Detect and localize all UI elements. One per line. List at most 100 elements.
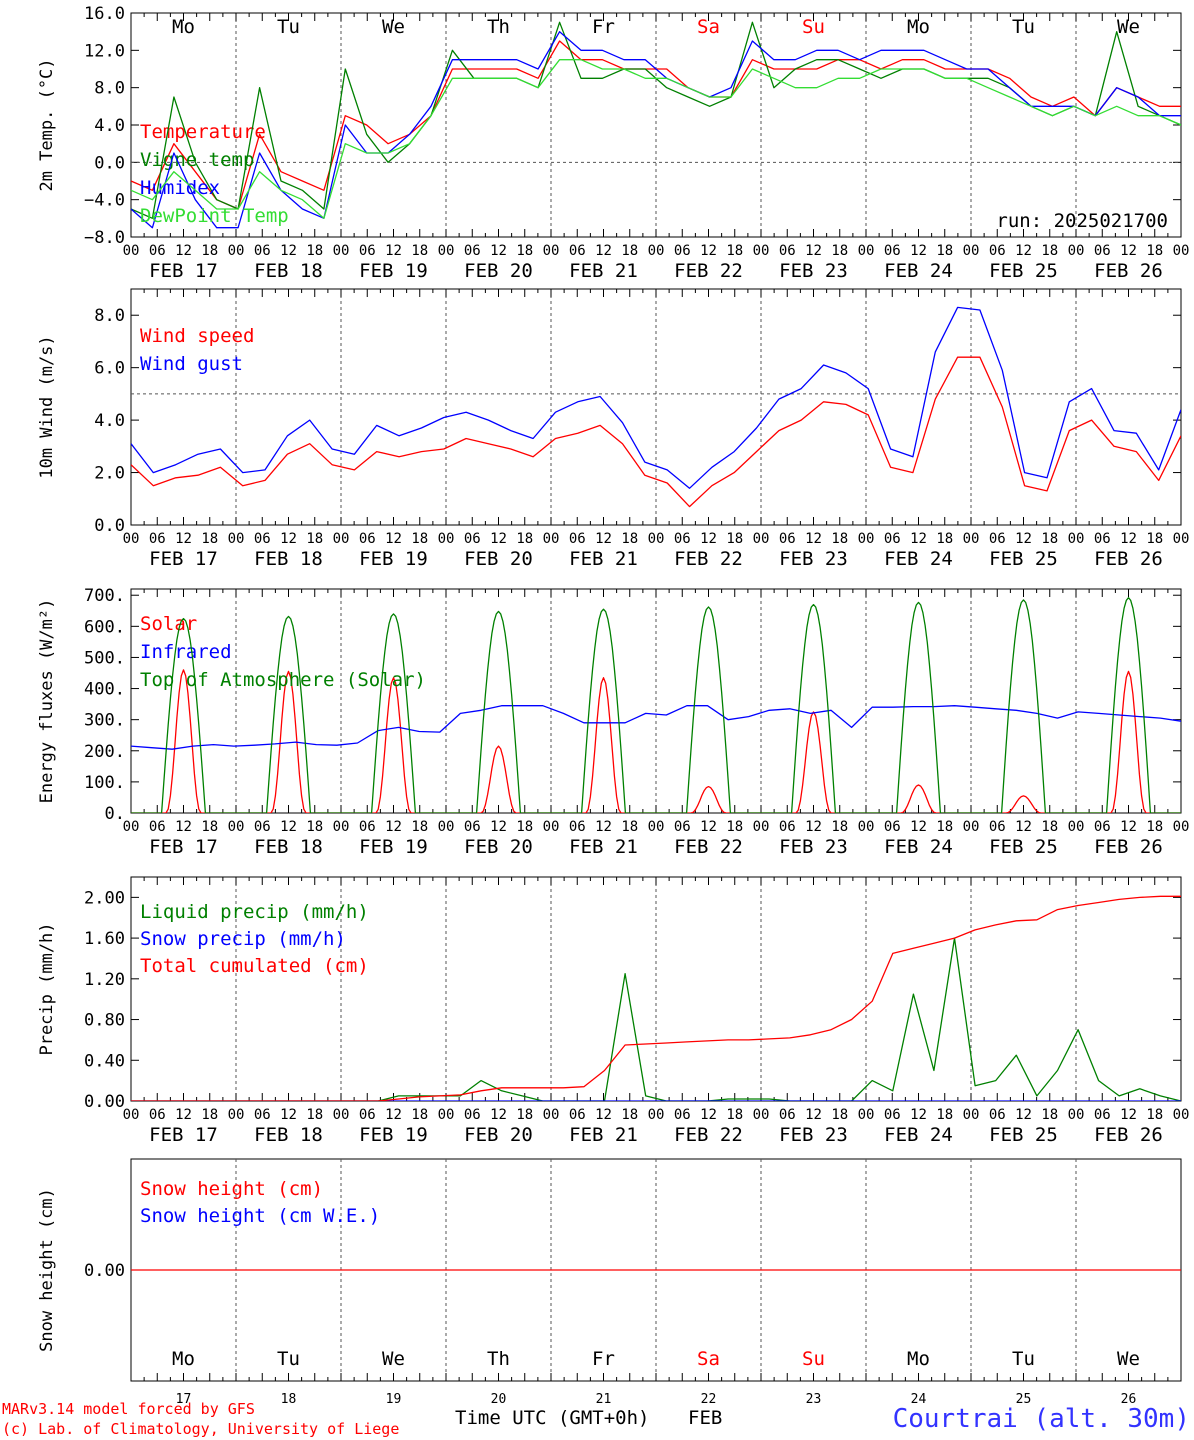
hour-tick-label: 06 (674, 243, 691, 259)
hour-tick-label: 00 (228, 531, 245, 547)
hour-tick-label: 18 (726, 819, 743, 835)
hour-tick-label: 06 (254, 531, 271, 547)
hour-tick-label: 18 (831, 531, 848, 547)
date-label: FEB 18 (254, 548, 323, 570)
date-label: FEB 25 (989, 260, 1058, 282)
hour-tick-label: 12 (280, 531, 297, 547)
hour-tick-label: 06 (569, 1107, 586, 1123)
hour-tick-label: 06 (254, 243, 271, 259)
hour-tick-label: 18 (1041, 819, 1058, 835)
hour-tick-label: 00 (648, 1107, 665, 1123)
hour-tick-label: 00 (438, 1107, 455, 1123)
y-tick-label: 0.40 (84, 1051, 125, 1071)
hour-tick-label: 06 (464, 1107, 481, 1123)
hour-tick-label: 06 (674, 819, 691, 835)
footer: MARv3.14 model forced by GFS (c) Lab. of… (2, 1400, 1190, 1438)
hour-tick-label: 18 (726, 243, 743, 259)
hour-tick-label: 18 (306, 243, 323, 259)
hour-tick-label: 06 (1094, 243, 1111, 259)
hour-tick-label: 06 (254, 819, 271, 835)
y-tick-label: 0.0 (94, 516, 125, 536)
day-number: 25 (1016, 1392, 1032, 1407)
x-axis-title: Time UTC (GMT+0h) (455, 1407, 649, 1429)
legend-entry: Humidex (140, 177, 220, 199)
y-tick-label: 0.0 (94, 153, 125, 173)
weekday-label: Fr (592, 16, 615, 38)
legend-entry: Wind speed (140, 325, 254, 347)
date-label: FEB 19 (359, 1124, 428, 1146)
weekday-label: Mo (907, 16, 930, 38)
hour-tick-label: 12 (1120, 243, 1137, 259)
date-label: FEB 26 (1094, 1124, 1163, 1146)
series-humidex (131, 31, 1181, 229)
hour-tick-label: 06 (359, 243, 376, 259)
hour-tick-label: 00 (858, 1107, 875, 1123)
legend-entry: Temperature (140, 121, 266, 143)
hour-tick-label: 00 (543, 819, 560, 835)
y-tick-label: 8.0 (94, 306, 125, 326)
hour-tick-label: 06 (1094, 1107, 1111, 1123)
series-solar (131, 669, 1181, 813)
y-tick-label: 12.0 (84, 41, 125, 61)
hour-tick-label: 06 (674, 1107, 691, 1123)
hour-tick-label: 06 (464, 819, 481, 835)
hour-tick-label: 00 (123, 819, 140, 835)
hour-tick-label: 18 (201, 819, 218, 835)
hour-tick-label: 12 (910, 1107, 927, 1123)
hour-tick-label: 06 (779, 819, 796, 835)
hour-tick-label: 18 (936, 531, 953, 547)
hour-tick-label: 06 (359, 531, 376, 547)
hour-tick-label: 00 (858, 531, 875, 547)
hour-tick-label: 00 (228, 1107, 245, 1123)
series-liquid-precip-mm-h- (131, 937, 1181, 1101)
y-tick-label: 4.0 (94, 116, 125, 136)
hour-tick-label: 18 (1041, 531, 1058, 547)
hour-tick-label: 18 (306, 819, 323, 835)
weekday-label: Th (487, 16, 510, 38)
date-label: FEB 17 (149, 260, 218, 282)
weekday-label: We (382, 16, 405, 38)
date-label: FEB 20 (464, 260, 533, 282)
hour-tick-label: 18 (726, 1107, 743, 1123)
day-number: 19 (386, 1392, 402, 1407)
hour-tick-label: 00 (1068, 531, 1085, 547)
hour-tick-label: 12 (490, 819, 507, 835)
hour-tick-label: 06 (884, 1107, 901, 1123)
legend-entry: Top of Atmosphere (Solar) (140, 669, 426, 691)
weekday-label: Sa (697, 16, 720, 38)
y-axis-title: Energy fluxes (W/m²) (37, 599, 57, 804)
hour-tick-label: 00 (333, 1107, 350, 1123)
series-wind-gust (131, 306, 1181, 489)
y-axis-title: 2m Temp. (°C) (37, 58, 57, 191)
y-tick-label: 8.0 (94, 79, 125, 99)
hour-tick-label: 06 (779, 243, 796, 259)
date-label: FEB 26 (1094, 836, 1163, 858)
date-label: FEB 18 (254, 1124, 323, 1146)
weekday-label: Fr (592, 1348, 615, 1370)
hour-tick-label: 12 (385, 243, 402, 259)
hour-tick-label: 06 (989, 819, 1006, 835)
plot-frame (130, 588, 1182, 814)
hour-tick-label: 00 (333, 819, 350, 835)
hour-tick-label: 12 (1120, 531, 1137, 547)
hour-tick-label: 06 (674, 531, 691, 547)
date-label: FEB 24 (884, 548, 953, 570)
hour-tick-label: 00 (438, 243, 455, 259)
hour-tick-label: 18 (411, 1107, 428, 1123)
hour-tick-label: 12 (805, 819, 822, 835)
hour-tick-label: 00 (123, 531, 140, 547)
y-tick-label: 700. (84, 586, 125, 606)
hour-tick-label: 06 (569, 819, 586, 835)
hour-tick-label: 18 (411, 243, 428, 259)
day-number: 23 (806, 1392, 822, 1407)
plot-frame (130, 12, 1182, 238)
hour-tick-label: 00 (123, 243, 140, 259)
hour-tick-label: 06 (779, 531, 796, 547)
hour-tick-label: 12 (805, 1107, 822, 1123)
weekday-label: Tu (277, 1348, 300, 1370)
y-tick-label: 100. (84, 773, 125, 793)
hour-tick-label: 06 (569, 243, 586, 259)
hour-tick-label: 12 (1015, 1107, 1032, 1123)
weekday-label: Mo (172, 1348, 195, 1370)
hour-tick-label: 06 (359, 1107, 376, 1123)
